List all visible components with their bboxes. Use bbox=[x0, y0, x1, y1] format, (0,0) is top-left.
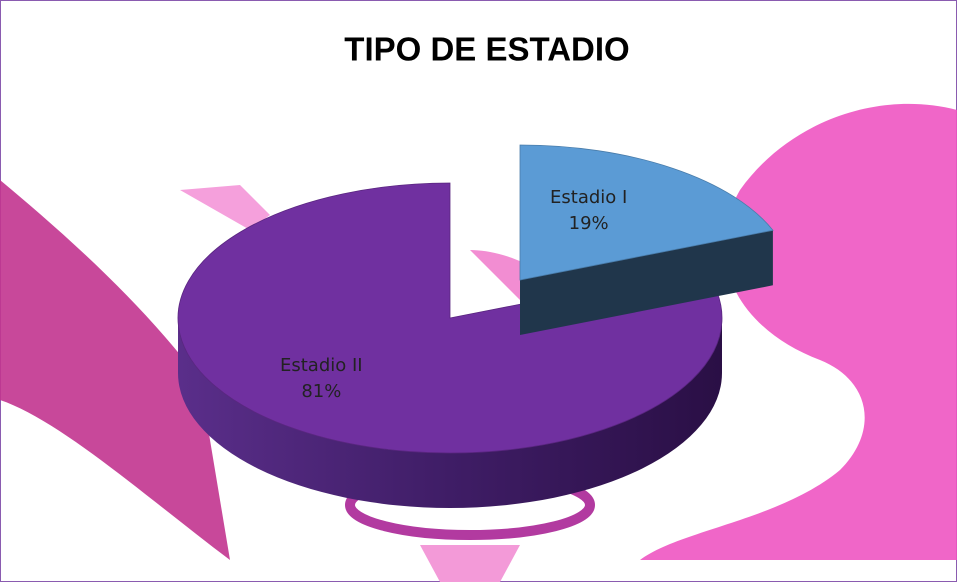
slice bbox=[519, 144, 774, 281]
data-label-category: Estadio II bbox=[280, 355, 363, 376]
slice-face bbox=[520, 230, 773, 335]
slice-side bbox=[178, 318, 722, 508]
data-label-category: Estadio I bbox=[550, 187, 627, 208]
data-label-value: 81% bbox=[301, 381, 341, 402]
slice bbox=[177, 182, 723, 454]
data-label-value: 19% bbox=[569, 213, 609, 234]
pie: Estadio I 19% Estadio II 81% bbox=[177, 144, 774, 508]
chart-title: TIPO DE ESTADIO bbox=[344, 31, 629, 68]
